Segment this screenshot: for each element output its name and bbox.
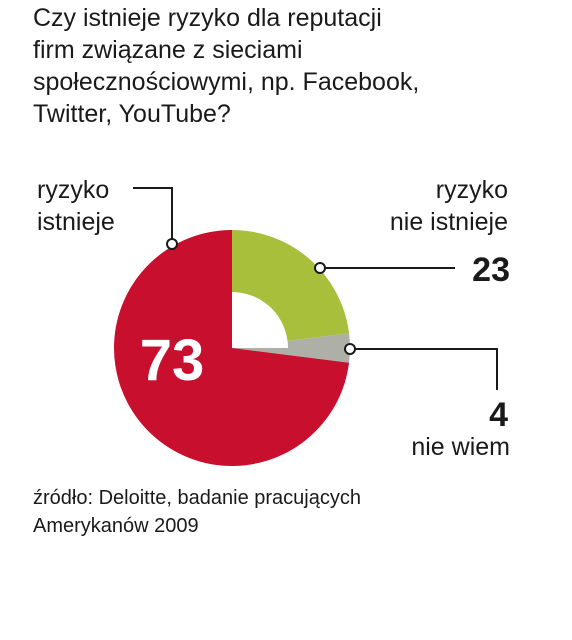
label-ryzyko-nie-istnieje-line2: nie istnieje xyxy=(390,208,508,236)
leader-line-ryzyko-istnieje xyxy=(133,187,173,244)
value-label-nie-wiem: 4 xyxy=(489,396,508,434)
source-line: Amerykanów 2009 xyxy=(33,515,199,537)
label-ryzyko-nie-istnieje-line1: ryzyko xyxy=(436,176,508,204)
title-line: Czy istnieje ryzyko dla reputacji xyxy=(33,4,382,32)
label-nie-wiem: nie wiem xyxy=(411,433,510,461)
leader-dot-nie-wiem xyxy=(344,343,356,355)
leader-dot-ryzyko-nie-istnieje xyxy=(314,262,326,274)
label-ryzyko-istnieje-line2: istnieje xyxy=(37,208,115,236)
source-line: źródło: Deloitte, badanie pracujących xyxy=(33,487,361,509)
value-label-ryzyko-nie-istnieje: 23 xyxy=(472,251,510,289)
value-label-ryzyko-istnieje: 73 xyxy=(140,328,205,393)
pie-slice-ryzyko-istnieje xyxy=(113,230,350,467)
title-line: społecznościowymi, np. Facebook, xyxy=(33,68,420,96)
leader-dot-ryzyko-istnieje xyxy=(166,238,178,250)
title-line: Twitter, YouTube? xyxy=(33,100,231,128)
leader-line-nie-wiem xyxy=(350,348,498,390)
chart-title: Czy istnieje ryzyko dla reputacji firm z… xyxy=(33,2,553,130)
source-note: źródło: Deloitte, badanie pracujących Am… xyxy=(33,484,553,540)
title-line: firm związane z sieciami xyxy=(33,36,303,64)
pie-chart: ryzyko istnieje ryzyko nie istnieje 23 4… xyxy=(37,176,510,467)
pie-inner-cutout xyxy=(232,292,288,348)
label-ryzyko-istnieje-line1: ryzyko xyxy=(37,176,109,204)
pie-slice-nie-wiem xyxy=(232,333,350,363)
